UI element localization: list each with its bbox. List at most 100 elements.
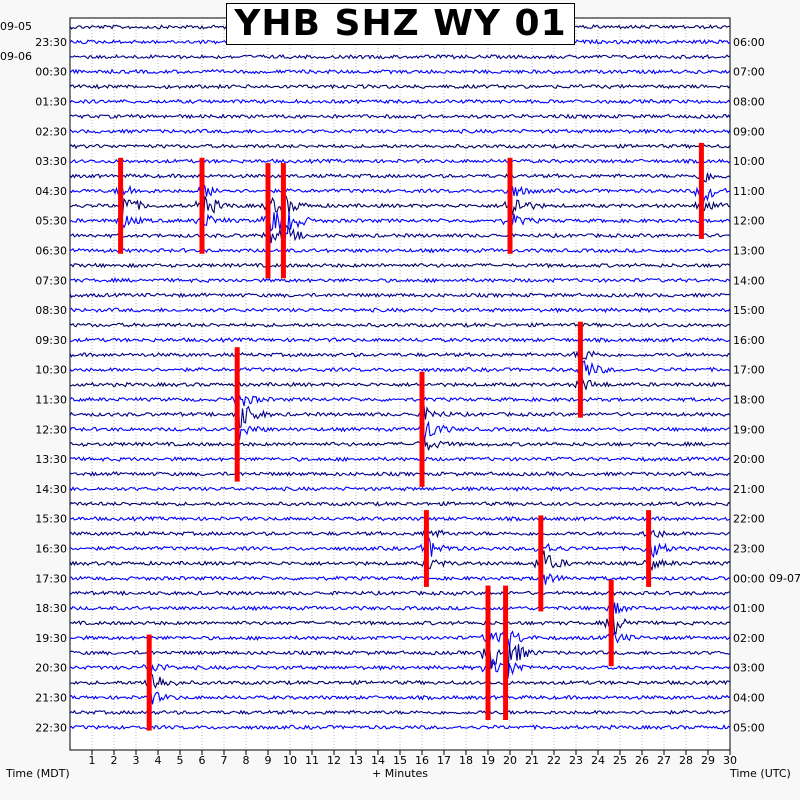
date-label-left-1: 09-05 [0,20,32,33]
x-tick-label: 9 [265,754,272,767]
event-marker [646,510,652,587]
left-time-label: 00:30 [35,66,67,79]
left-time-label: 15:30 [35,513,67,526]
right-time-label: 13:00 [733,245,765,258]
left-time-label: 11:30 [35,394,67,407]
x-tick-label: 18 [459,754,473,767]
trace-line [69,456,731,463]
left-time-label: 05:30 [35,215,67,228]
x-tick-label: 5 [177,754,184,767]
x-tick-label: 4 [155,754,162,767]
x-tick-label: 16 [415,754,429,767]
x-tick-label: 15 [393,754,407,767]
trace-line [69,672,731,689]
trace-line [69,691,731,705]
trace-line [69,113,731,120]
x-tick-label: 14 [371,754,385,767]
right-time-label: 12:00 [733,215,765,228]
right-time-label: 06:00 [733,36,765,49]
trace-line [69,247,731,254]
x-tick-label: 19 [481,754,495,767]
trace-line [69,292,731,299]
right-time-labels: 06:00 07:00 08:00 09:00 10:00 11:00 12:00 13:00… [733,36,765,734]
right-time-label: 16:00 [733,334,765,347]
left-time-label: 08:30 [35,304,67,317]
right-time-label: 07:00 [733,66,765,79]
right-time-label: 17:00 [733,364,765,377]
trace-line [69,419,731,448]
left-time-label: 18:30 [35,602,67,615]
event-marker [698,142,704,239]
x-tick-label: 23 [569,754,583,767]
right-time-label: 05:00 [733,721,765,734]
x-tick-label: 27 [657,754,671,767]
trace-line [69,724,731,731]
x-tick-label: 12 [327,754,341,767]
left-time-label: 19:30 [35,632,67,645]
event-marker [265,163,271,279]
trace-line [69,435,731,451]
trace-line [69,589,731,597]
right-time-label: 04:00 [733,692,765,705]
trace-line [69,53,731,60]
trace-line [69,485,731,493]
trace-line [69,336,731,344]
seismic-traces [69,23,731,731]
chart-title: YHB SHZ WY 01 [226,3,575,45]
x-tick-label: 22 [547,754,561,767]
left-time-label: 23:30 [35,36,67,49]
trace-line [69,128,731,135]
x-tick-label: 2 [111,754,118,767]
event-marker [503,585,509,720]
trace-line [69,602,731,616]
trace-line [69,393,731,428]
trace-line [69,644,731,678]
trace-line [69,550,731,572]
trace-line [69,322,731,328]
trace-line [69,307,731,314]
x-tick-label: 30 [723,754,737,767]
x-tick-label: 3 [133,754,140,767]
x-tick-label: 8 [243,754,250,767]
x-tick-label: 28 [679,754,693,767]
left-time-label: 03:30 [35,155,67,168]
event-marker [146,634,152,731]
trace-line [69,536,731,559]
trace-line [69,262,731,269]
right-time-label: 14:00 [733,274,765,287]
trace-line [69,500,731,507]
x-tick-label: 7 [221,754,228,767]
left-time-label: 02:30 [35,125,67,138]
x-tick-label: 26 [635,754,649,767]
right-time-label: 03:00 [733,662,765,675]
event-marker [577,321,583,418]
left-time-label: 06:30 [35,245,67,258]
trace-line [69,224,731,244]
right-time-label: 23:00 [733,543,765,556]
right-time-label: 21:00 [733,483,765,496]
trace-line [69,68,731,75]
left-time-label: 17:30 [35,572,67,585]
trace-line [69,158,731,165]
event-marker [507,157,513,254]
left-axis-label: Time (MDT) [5,767,70,780]
event-marker [538,515,544,612]
left-time-label: 04:30 [35,185,67,198]
left-time-label: 10:30 [35,364,67,377]
x-tick-label: 6 [199,754,206,767]
event-markers [118,142,704,731]
trace-line [69,182,731,205]
right-time-label: 02:00 [733,632,765,645]
left-time-label: 01:30 [35,96,67,109]
event-marker [485,585,491,720]
left-time-label: 21:30 [35,692,67,705]
right-time-label: 15:00 [733,304,765,317]
trace-line [69,194,731,225]
right-time-label: 01:00 [733,602,765,615]
x-axis-label: + Minutes [372,767,428,780]
trace-line [69,610,731,635]
left-time-label: 22:30 [35,721,67,734]
trace-line [69,360,731,377]
left-time-labels: 23:30 00:30 01:30 02:30 03:30 04:30 05:30 06:30… [35,36,67,734]
